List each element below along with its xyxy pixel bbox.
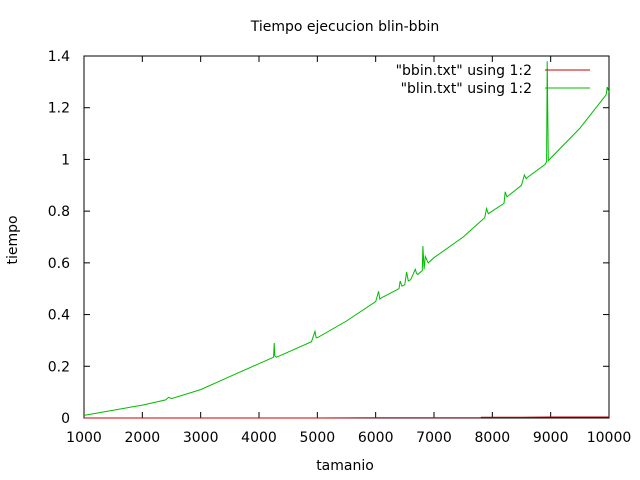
- x-tick-label: 9000: [533, 430, 569, 446]
- plot-frame: [83, 55, 610, 419]
- y-tick-label: 1.4: [48, 49, 70, 65]
- series-layer: [83, 61, 610, 419]
- series-line-0: [84, 416, 609, 419]
- x-tick-label: 2000: [125, 430, 161, 446]
- x-tick-label: 10000: [587, 430, 632, 446]
- series-line-1: [83, 61, 610, 416]
- x-tick-label: 4000: [241, 430, 277, 446]
- y-tick-label: 0.4: [48, 308, 70, 324]
- y-tick-label: 0: [61, 411, 70, 427]
- x-axis-label: tamanio: [316, 458, 374, 474]
- legend-label-0: "bbin.txt" using 1:2: [396, 63, 532, 79]
- y-tick-label: 0.8: [48, 204, 70, 220]
- axis-ticks: 1000 2000 3000 4000 5000 6000 7000 8000 9000 1000…: [48, 49, 632, 446]
- y-tick-label: 1.2: [48, 101, 70, 117]
- x-tick-label: 6000: [358, 430, 394, 446]
- legend: "bbin.txt" using 1:2 "blin.txt" using 1:2: [396, 63, 590, 97]
- x-tick-label: 5000: [300, 430, 336, 446]
- y-tick-label: 0.2: [48, 359, 70, 375]
- x-tick-label: 7000: [416, 430, 452, 446]
- x-tick-label: 8000: [475, 430, 511, 446]
- y-tick-label: 0.6: [48, 256, 70, 272]
- y-tick-label: 1: [61, 152, 70, 168]
- legend-label-1: "blin.txt" using 1:2: [401, 81, 532, 97]
- chart-title: Tiempo ejecucion blin-bbin: [250, 19, 439, 35]
- x-tick-label: 1000: [66, 430, 102, 446]
- x-tick-label: 3000: [183, 430, 219, 446]
- y-axis-label: tiempo: [5, 215, 21, 264]
